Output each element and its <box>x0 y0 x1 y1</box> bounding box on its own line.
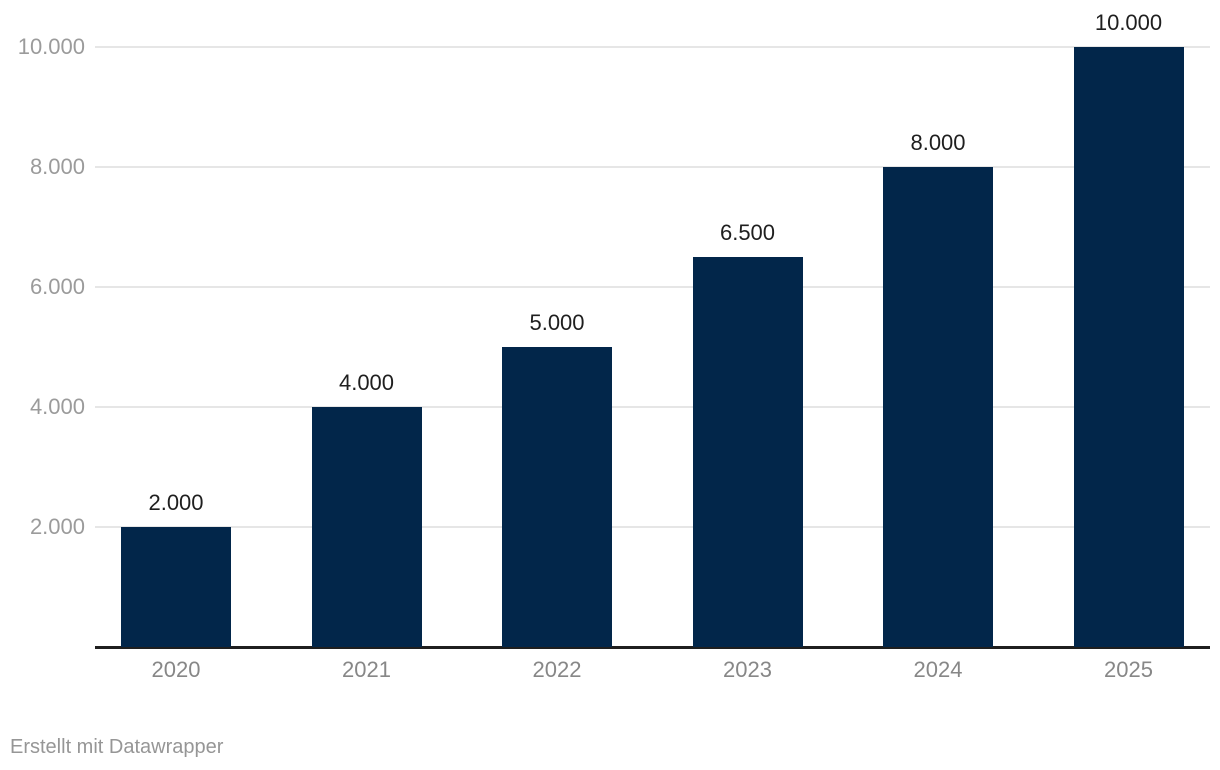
bar-2021 <box>311 407 422 647</box>
x-tick-label: 2024 <box>913 657 963 682</box>
bar-2020 <box>121 527 231 647</box>
bar-2022 <box>502 347 612 647</box>
x-tick-label: 2022 <box>532 657 582 682</box>
y-tick-label: 10.000 <box>17 34 85 59</box>
gridline <box>95 46 1210 48</box>
plot-area: 2.000 2020 4.000 2021 5.000 2022 6.500 2023 8.00… <box>95 10 1210 681</box>
gridline <box>95 406 1210 408</box>
value-label: 2.000 <box>148 489 204 515</box>
x-axis-baseline <box>95 646 1210 649</box>
y-tick-label: 4.000 <box>29 394 85 419</box>
value-label: 5.000 <box>529 309 585 335</box>
bar-2025 <box>1073 47 1184 647</box>
datawrapper-attribution-link[interactable]: Erstellt mit Datawrapper <box>10 736 224 758</box>
y-tick-label: 2.000 <box>29 514 85 539</box>
x-tick-label: 2020 <box>151 657 201 682</box>
value-label: 8.000 <box>910 129 966 155</box>
y-tick-label: 6.000 <box>29 274 85 299</box>
y-tick-label: 8.000 <box>29 154 85 179</box>
value-label: 4.000 <box>338 369 395 395</box>
bar-2024 <box>883 167 993 647</box>
gridline <box>95 166 1210 168</box>
x-tick-label: 2023 <box>723 657 772 682</box>
x-tick-label: 2025 <box>1104 657 1153 682</box>
gridline <box>95 526 1210 528</box>
y-axis: 2.000 4.000 6.000 8.000 10.000 <box>0 36 85 647</box>
value-label: 6.500 <box>719 219 776 245</box>
value-label: 10.000 <box>1094 9 1163 35</box>
bar-2023 <box>692 257 803 647</box>
gridline <box>95 286 1210 288</box>
x-tick-label: 2021 <box>342 657 391 682</box>
